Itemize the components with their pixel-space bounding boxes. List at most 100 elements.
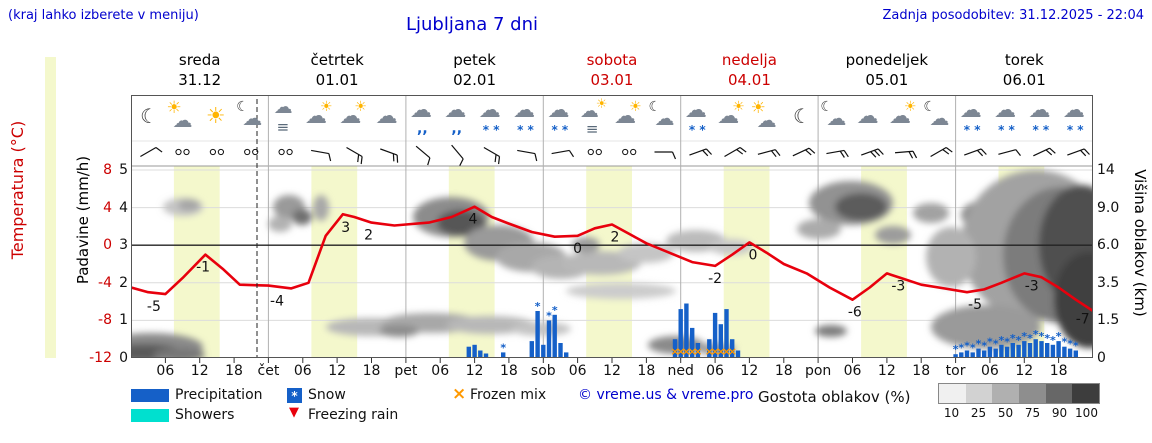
svg-text:*: * [1027,332,1033,345]
sun-icon: ☀ [205,104,226,129]
time-label: 18 [362,363,381,379]
cloud-icon: ☁ [273,96,293,118]
moon-icon: ☾ [923,99,936,115]
snow-icon: * * [1032,123,1050,137]
time-label: 18 [774,363,793,379]
weather-icon-cloud: ☁ [371,98,407,142]
time-label: čet [257,363,280,379]
svg-text:*: * [953,343,959,356]
time-label: 12 [190,363,209,379]
snow-star-icon: * [287,388,302,403]
day-date: 06.01 [1002,71,1046,89]
day-header-sreda: sreda 31.12 [140,50,260,90]
day-header-četrtek: četrtek 01.01 [277,50,397,90]
copyright-link[interactable]: © vreme.us & vreme.pro [578,387,754,403]
cloud-icon: ☁ [478,98,501,123]
snow-icon: * * [998,123,1015,137]
svg-text:*: * [535,300,541,313]
moon-icon: ☾ [648,99,662,115]
precipitation-axis-label: Padavine (mm/h) [74,155,92,285]
weather-icon-cloud-snow: ☁ * * [989,98,1025,142]
cloud-icon: ☁ [304,104,327,129]
time-label: 06 [293,363,312,379]
svg-text:*: * [987,336,993,349]
cloud-icon: ☁ [826,106,847,130]
svg-text:*: * [1010,332,1016,345]
weather-icon-cloud-snow: ☁ * * [955,98,991,142]
svg-text:*: * [1062,336,1068,349]
temperature-tick: -12 [89,350,112,366]
cloud-icon: ☁ [579,100,599,122]
svg-text:*: * [546,309,552,322]
cloud-icon: ☁ [959,98,982,123]
sun-icon: ☀ [166,98,182,118]
svg-text:*: * [1004,336,1010,349]
time-label: 06 [431,363,450,379]
sun-icon: ☀ [629,99,642,115]
cloud-icon: ☁ [172,108,193,132]
cloud-icon: ☁ [242,106,263,130]
svg-text:2: 2 [610,230,619,246]
forecast-plot: *** ** * * * * * * * * * * * * * * * * * * * * *××××× ×××××-5-1… [131,95,1093,363]
snow-icon: * * [551,123,569,137]
cloud-height-axis-label: Višina oblakov (km) [1131,169,1149,317]
day-name: četrtek [310,51,364,69]
sun-icon: ☀ [319,99,333,115]
weather-icon-sun: ☀ [199,98,235,142]
svg-text:*: * [976,338,982,351]
snow-legend-label: Snow [308,387,346,403]
time-label: 06 [843,363,862,379]
cloud-density-value: 100 [1075,406,1098,420]
weather-icon-fog: ☁ ≡ [268,98,304,142]
precipitation-tick: 4 [119,199,128,216]
time-label: 12 [877,363,896,379]
cloud-height-tick: 3.5 [1097,274,1120,291]
weather-icon-moon-cloud: ☾ ☁ [920,98,956,142]
svg-text:×: × [705,345,714,358]
svg-text:*: * [958,341,964,354]
fog-icon: ≡ [585,120,599,138]
svg-text:-2: -2 [708,271,722,287]
time-label: pet [394,363,418,379]
menu-hint-text: (kraj lahko izberete v meniju) [8,8,199,23]
day-header-torek: torek 06.01 [964,50,1084,90]
cloud-icon: ☁ [756,108,777,132]
weather-icon-cloud-rain: ☁,, [439,98,475,142]
cloud-height-tick: 0 [1097,350,1106,366]
frozen-mix-x-icon: × [452,384,467,404]
day-date: 31.12 [178,71,222,89]
svg-text:*: * [993,338,999,351]
snow-icon: * * [517,123,534,137]
cloud-height-tick: 9.0 [1097,199,1120,216]
svg-text:*: * [1044,332,1050,345]
svg-text:×: × [728,345,737,358]
time-label: 06 [156,363,175,379]
svg-text:×: × [688,345,697,358]
temperature-tick: -4 [98,274,112,291]
day-date: 05.01 [865,71,909,89]
time-label: tor [945,363,966,379]
time-label: 18 [225,363,243,379]
weather-icon-cloud-rain: ☁,, [405,98,441,142]
cloud-density-value: 90 [1051,406,1068,420]
time-label: 06 [981,363,999,379]
moon-icon: ☾ [792,104,811,128]
weather-icon-cloud-snow: ☁ * * [1058,98,1094,142]
svg-text:-5: -5 [147,299,161,315]
cloud-icon: ☁ [856,104,879,129]
sun-icon: ☀ [750,98,766,118]
time-label: 12 [740,363,759,379]
time-label: 18 [1049,363,1068,379]
time-label: 12 [603,363,621,379]
day-date: 02.01 [453,71,497,89]
moon-icon: ☾ [140,104,159,128]
day-header-nedelja: nedelja 04.01 [689,50,809,90]
cloud-height-tick: 14 [1097,162,1115,178]
svg-text:*: * [552,304,558,317]
time-label: 06 [706,363,724,379]
day-date: 04.01 [727,71,771,89]
day-name: ponedeljek [845,51,929,69]
day-name: petek [453,51,496,69]
cloud-density-swatch [992,384,1020,403]
